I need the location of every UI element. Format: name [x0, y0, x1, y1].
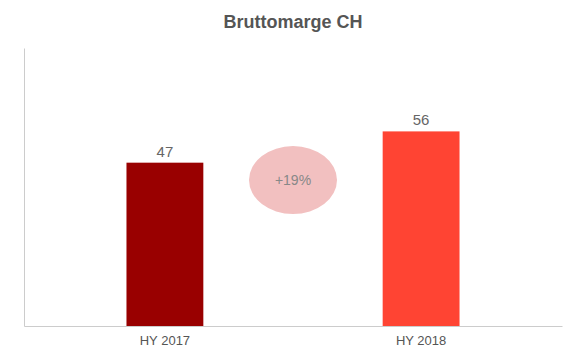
- annotation-ellipse: [249, 146, 337, 214]
- x-tick-label: HY 2017: [140, 333, 190, 348]
- chart: +19% 47 56 HY 2017 HY 2018 Bruttomarge CH: [0, 0, 586, 362]
- annotation-group: +19%: [249, 146, 337, 214]
- data-labels: 47 56: [157, 111, 430, 159]
- title: Bruttomarge CH: [223, 12, 362, 32]
- data-label: 56: [413, 111, 430, 128]
- bars: [126, 131, 459, 326]
- x-axis: HY 2017 HY 2018: [25, 326, 563, 348]
- x-tick: HY 2017: [140, 326, 190, 348]
- y-axis: [24, 49, 25, 327]
- annotation: +19%: [275, 172, 311, 188]
- x-axis-line: [25, 326, 563, 327]
- plot: +19% 47 56 HY 2017 HY 2018: [25, 49, 563, 349]
- x-tick: HY 2018: [396, 326, 446, 348]
- bar: [383, 131, 460, 326]
- bar: [126, 163, 203, 326]
- data-label: 47: [157, 143, 174, 160]
- x-tick-label: HY 2018: [396, 333, 446, 348]
- y-axis-line: [24, 49, 25, 327]
